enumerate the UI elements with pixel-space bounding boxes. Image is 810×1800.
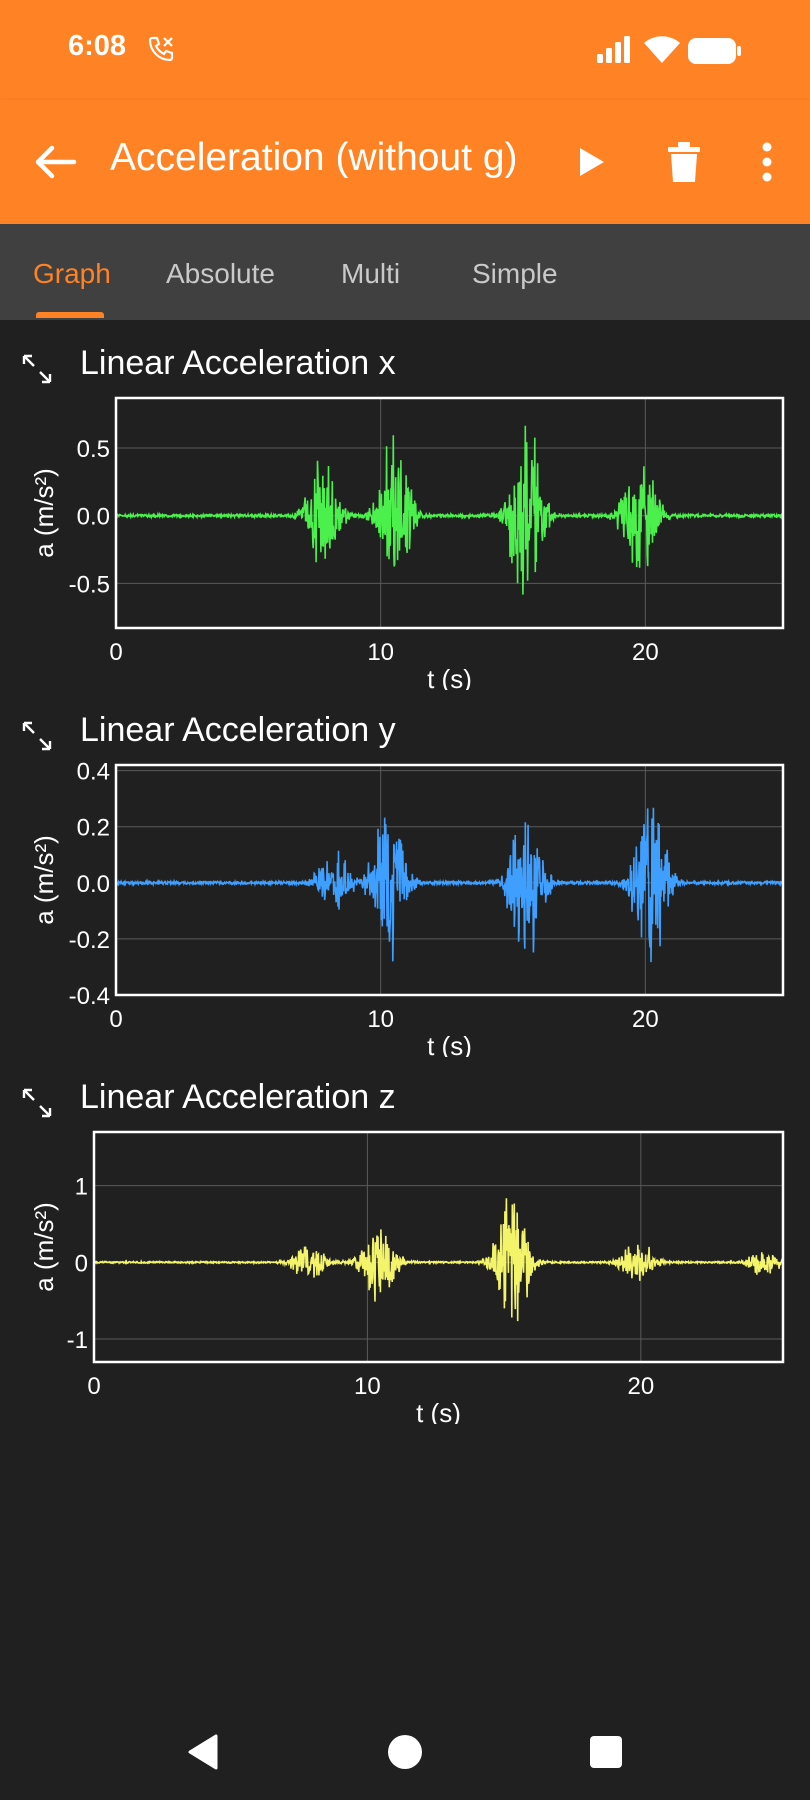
x-tick-label: 10	[354, 1373, 381, 1400]
call-forward-icon	[148, 36, 174, 62]
status-bar: 6:08	[0, 0, 810, 100]
y-tick-label: -0.2	[69, 927, 110, 954]
x-tick-label: 20	[632, 639, 659, 666]
y-tick-label: 0.0	[77, 504, 110, 531]
series-line	[116, 425, 783, 595]
x-tick-label: 20	[627, 1373, 654, 1400]
wifi-icon	[644, 36, 680, 63]
graph-title: Linear Acceleration z	[80, 1078, 396, 1116]
plot-frame	[114, 763, 785, 997]
more-vert-icon[interactable]	[756, 140, 778, 184]
plot-frame	[92, 1130, 785, 1364]
x-axis-label: t (s)	[427, 1031, 472, 1057]
y-tick-label: 0.0	[77, 871, 110, 898]
graph-linear-acceleration-x: 0 10 20 -0.5 0.0 0.5 t (s) a (m/s²) Linear Acce…	[0, 330, 810, 690]
x-axis-label: t (s)	[416, 1398, 461, 1424]
chart-x[interactable]: 0 10 20 -0.5 0.0 0.5 t (s) a (m/s²)	[0, 330, 810, 690]
tab-simple[interactable]: Simple	[472, 258, 558, 289]
tab-multi[interactable]: Multi	[341, 258, 401, 289]
back-arrow-icon[interactable]	[30, 142, 80, 182]
y-tick-label: 0	[75, 1250, 88, 1277]
nav-home-icon[interactable]	[385, 1732, 425, 1772]
nav-recents-icon[interactable]	[588, 1734, 624, 1770]
signal-icon	[597, 36, 630, 63]
x-tick-label: 0	[109, 639, 122, 666]
chart-z[interactable]: 0 10 20 -1 0 1 t (s) a (m/s²)	[0, 1064, 810, 1424]
tab-bar: Graph Absolute Multi Simple	[0, 224, 810, 320]
status-time: 6:08	[68, 30, 127, 62]
active-tab-indicator	[36, 312, 104, 318]
y-axis-label: a (m/s²)	[29, 835, 59, 925]
x-tick-label: 10	[367, 1006, 394, 1033]
x-tick-label: 0	[87, 1373, 100, 1400]
plot-frame	[114, 396, 785, 630]
y-axis-label: a (m/s²)	[29, 1202, 59, 1292]
battery-icon	[688, 38, 741, 64]
y-tick-label: -0.5	[69, 571, 110, 598]
y-tick-label: -1	[67, 1327, 88, 1354]
y-tick-label: 0.2	[77, 815, 110, 842]
series-line	[94, 1198, 783, 1322]
nav-back-icon[interactable]	[184, 1732, 224, 1772]
expand-icon[interactable]	[20, 352, 54, 386]
y-tick-label: 0.5	[77, 436, 110, 463]
play-icon[interactable]	[574, 142, 608, 182]
series-line	[116, 807, 783, 963]
graph-linear-acceleration-z: 0 10 20 -1 0 1 t (s) a (m/s²) Linear Accelerati…	[0, 1064, 810, 1424]
x-axis-label: t (s)	[427, 664, 472, 690]
chart-y[interactable]: 0 10 20 -0.4 -0.2 0.0 0.2 0.4 t (s) a (m/s²)	[0, 697, 810, 1057]
graph-linear-acceleration-y: 0 10 20 -0.4 -0.2 0.0 0.2 0.4 t (s) a (m/s²) Line…	[0, 697, 810, 1057]
expand-icon[interactable]	[20, 1086, 54, 1120]
trash-icon[interactable]	[666, 140, 702, 184]
system-nav-bar	[0, 1700, 810, 1800]
x-tick-label: 10	[367, 639, 394, 666]
y-axis-label: a (m/s²)	[29, 468, 59, 558]
tab-absolute[interactable]: Absolute	[166, 258, 275, 289]
y-tick-label: -0.4	[69, 983, 110, 1010]
app-bar: Acceleration (without g)	[0, 100, 810, 224]
graph-title: Linear Acceleration x	[80, 344, 396, 382]
tab-graph[interactable]: Graph	[33, 258, 111, 289]
graph-title: Linear Acceleration y	[80, 711, 396, 749]
page-title: Acceleration (without g)	[110, 136, 518, 179]
expand-icon[interactable]	[20, 719, 54, 753]
y-tick-label: 0.4	[77, 759, 110, 786]
y-tick-label: 1	[75, 1174, 88, 1201]
x-tick-label: 0	[109, 1006, 122, 1033]
x-tick-label: 20	[632, 1006, 659, 1033]
